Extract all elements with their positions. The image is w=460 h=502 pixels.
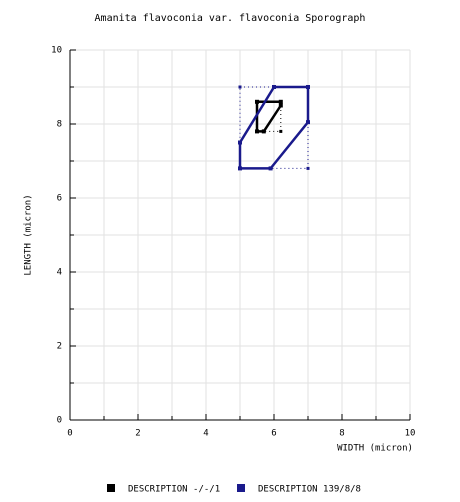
box-corner	[306, 166, 310, 170]
legend-label: DESCRIPTION -/-/1	[128, 485, 220, 495]
y-tick-label: 0	[57, 416, 62, 426]
vertex-marker	[238, 166, 242, 171]
x-tick-label: 2	[135, 429, 140, 439]
spore-outline	[255, 100, 283, 133]
legend-swatch	[237, 484, 245, 492]
y-tick-label: 2	[57, 342, 62, 352]
box-corner	[238, 85, 242, 89]
y-tick-label: 10	[51, 46, 62, 56]
chart-title: Amanita flavoconia var. flavoconia Sporo…	[95, 13, 366, 24]
x-axis-label: WIDTH (micron)	[337, 444, 413, 454]
vertex-marker	[255, 129, 259, 134]
x-tick-label: 0	[67, 429, 72, 439]
x-tick-label: 4	[203, 429, 208, 439]
vertex-marker	[306, 85, 310, 89]
vertex-marker	[238, 140, 242, 145]
y-tick-label: 8	[57, 120, 62, 130]
range-box	[239, 86, 309, 169]
vertex-marker	[268, 166, 273, 171]
vertex-marker	[306, 120, 310, 125]
box-corner	[279, 129, 283, 133]
y-tick-label: 6	[57, 194, 62, 204]
vertex-marker	[261, 129, 266, 134]
legend-label: DESCRIPTION 139/8/8	[258, 485, 361, 495]
x-tick-label: 8	[339, 429, 344, 439]
vertex-marker	[272, 85, 276, 89]
x-tick-label: 10	[405, 429, 416, 439]
y-axis-label: LENGTH (micron)	[24, 194, 34, 275]
x-tick-label: 6	[271, 429, 276, 439]
y-tick-label: 4	[57, 268, 62, 278]
vertex-marker	[255, 99, 259, 104]
vertex-marker	[278, 103, 283, 108]
legend-swatch	[107, 484, 115, 492]
vertex-marker	[278, 99, 283, 104]
